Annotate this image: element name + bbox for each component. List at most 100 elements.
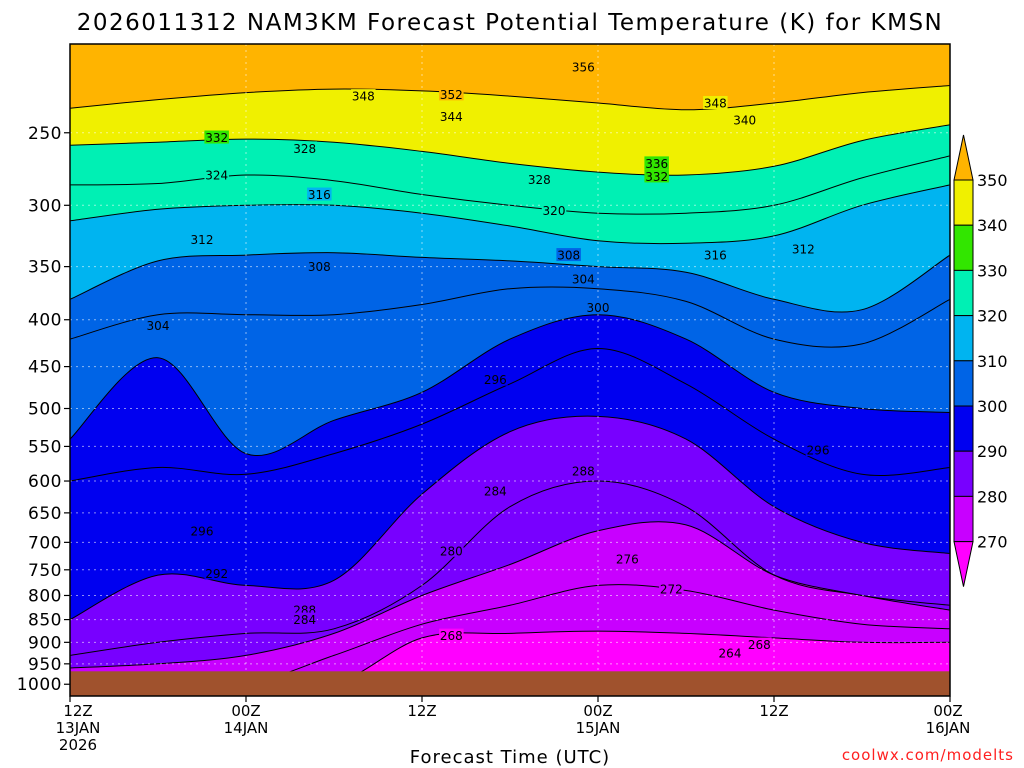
contour-label-304: 304: [572, 272, 595, 286]
isentrope-300: [70, 314, 950, 456]
contour-label-bg: [615, 552, 640, 566]
contour-label-268: 268: [748, 638, 771, 652]
x-tick-label: 12Z: [407, 702, 436, 720]
contour-label-bg: [483, 372, 508, 386]
y-tick-label: 800: [28, 586, 62, 606]
contour-label-296: 296: [484, 373, 507, 387]
y-tick-label: 550: [28, 437, 62, 457]
contour-label-bg: [747, 637, 772, 651]
colorbar-label: 350: [977, 171, 1008, 190]
contour-label-292: 292: [205, 567, 228, 581]
colorbar-segment: [953, 315, 974, 362]
contour-label-356: 356: [572, 61, 595, 75]
x-tick-label: 00Z: [933, 702, 962, 720]
contour-label-bg: [717, 646, 743, 660]
contour-label-bg: [732, 112, 757, 126]
contour-label-308: 308: [557, 249, 580, 263]
x-axis-label: Forecast Time (UTC): [410, 747, 610, 768]
contour-label-bg: [439, 87, 464, 101]
contour-label-280: 280: [440, 544, 463, 558]
colorbar-label: 330: [977, 261, 1008, 280]
contour-label-272: 272: [660, 582, 683, 596]
contour-label-284: 284: [293, 613, 316, 627]
contour-label-bg: [791, 242, 816, 256]
y-tick-label: 300: [28, 196, 62, 216]
contour-label-bg: [439, 109, 464, 123]
plot-frame: [69, 43, 951, 697]
contour-label-304: 304: [147, 319, 170, 333]
contour-label-324: 324: [205, 168, 228, 182]
contour-label-332: 332: [205, 131, 228, 145]
y-tick-label: 450: [28, 358, 62, 378]
y-tick-label: 500: [28, 400, 62, 420]
theta-color-fill: [70, 44, 950, 696]
isentrope-290: [70, 415, 950, 621]
isentrope-284: [70, 480, 950, 656]
x-tick-label: 13JAN: [56, 719, 101, 737]
contour-label-332: 332: [645, 170, 668, 184]
contour-label-bg: [541, 203, 567, 217]
y-tick-label: 400: [28, 311, 62, 331]
contour-label-bg: [189, 523, 215, 537]
contour-label-bg: [585, 300, 611, 314]
isentrope-304: [70, 286, 950, 348]
chart-title: 2026011312 NAM3KM Forecast Potential Tem…: [77, 10, 944, 36]
contour-label-276: 276: [616, 553, 639, 567]
isentrope-316: [70, 184, 950, 245]
y-tick-label: 650: [28, 504, 62, 524]
isentrope-348: [70, 85, 950, 111]
contour-label-bg: [571, 60, 596, 74]
contour-label-bg: [571, 463, 596, 477]
contour-label-308: 308: [308, 260, 331, 274]
contour-label-bg: [439, 543, 464, 557]
contour-label-312: 312: [792, 243, 815, 257]
contour-label-bg: [644, 169, 669, 183]
contour-label-328: 328: [293, 142, 316, 156]
contour-label-bg: [204, 566, 229, 580]
contour-label-bg: [703, 96, 728, 110]
contour-label-bg: [351, 89, 376, 103]
colorbar-segment: [953, 269, 974, 317]
y-tick-label: 1000: [17, 675, 62, 695]
colorbar: 350 340 330 320 310 300 290 280 270: [953, 134, 1008, 587]
contour-label-bg: [556, 248, 581, 262]
colorbar-label: 270: [977, 533, 1008, 552]
contour-label-316: 316: [704, 249, 727, 263]
colorbar-segment: [953, 405, 974, 452]
contour-label-296: 296: [807, 444, 830, 458]
contour-label-bg: [292, 612, 317, 626]
isentrope-308: [70, 252, 950, 313]
colorbar-bottom-arrow: [953, 541, 974, 587]
y-tick-label: 250: [28, 124, 62, 144]
x-tick-label: 00Z: [231, 702, 260, 720]
terrain-surface: [70, 671, 950, 696]
contour-label-336: 336: [645, 157, 668, 171]
contour-label-bg: [703, 248, 728, 262]
colorbar-label: 310: [977, 352, 1008, 371]
isentrope-280: [70, 521, 950, 669]
contour-label-312: 312: [191, 233, 214, 247]
contour-label-344: 344: [440, 110, 463, 124]
x-tick-label: 14JAN: [224, 719, 269, 737]
colorbar-segment: [953, 179, 974, 226]
contour-label-296: 296: [191, 524, 214, 538]
contour-label-268: 268: [440, 629, 463, 643]
x-tick-label: 16JAN: [926, 719, 971, 737]
contour-label-bg: [439, 628, 464, 642]
contour-label-340: 340: [733, 113, 756, 127]
colorbar-segment: [953, 224, 974, 271]
y-tick-label: 850: [28, 611, 62, 631]
contour-label-bg: [483, 483, 508, 497]
contour-label-320: 320: [543, 204, 566, 218]
x-tick-label: 12Z: [759, 702, 788, 720]
colorbar-label: 340: [977, 216, 1008, 235]
credit-text[interactable]: coolwx.com/modelts: [842, 746, 1014, 764]
contour-label-352: 352: [440, 88, 463, 102]
colorbar-segment: [953, 360, 974, 407]
contour-label-348: 348: [704, 97, 727, 111]
x-tick-label: 00Z: [583, 702, 612, 720]
colorbar-segment: [953, 495, 974, 543]
contour-label-316: 316: [308, 188, 331, 202]
contour-label-284: 284: [484, 484, 507, 498]
colorbar-label: 280: [977, 487, 1008, 506]
